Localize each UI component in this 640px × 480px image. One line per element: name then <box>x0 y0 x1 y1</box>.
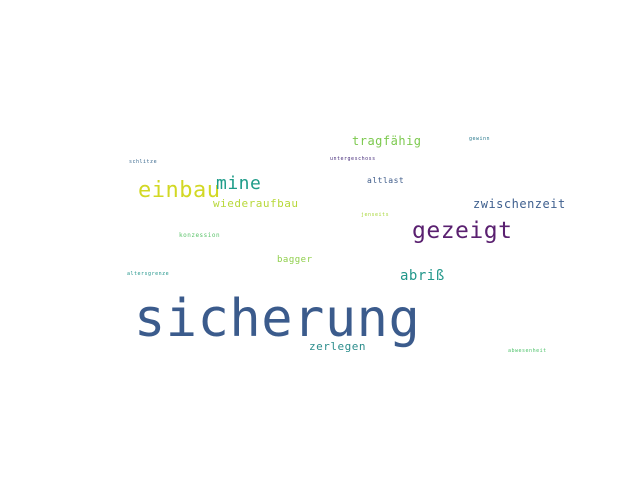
word-untergeschoss: untergeschoss <box>330 156 376 162</box>
word-gezeigt: gezeigt <box>412 218 513 244</box>
word-sicherung: sicherung <box>134 289 421 349</box>
word-altlast: altlast <box>367 176 405 185</box>
word-zerlegen: zerlegen <box>309 340 366 353</box>
word-jenseits: jenseits <box>361 212 390 218</box>
word-einbau: einbau <box>138 178 221 203</box>
word-mine: mine <box>216 173 262 194</box>
word-zwischenzeit: zwischenzeit <box>473 197 566 211</box>
word-konzession: konzession <box>179 232 221 239</box>
word-wiederaufbau: wiederaufbau <box>213 197 299 210</box>
word-abriss: abriß <box>400 268 445 284</box>
word-gewinn: gewinn <box>469 136 491 142</box>
word-schlitze: schlitze <box>129 159 158 165</box>
word-tragfaehig: tragfähig <box>352 134 422 148</box>
word-bagger: bagger <box>277 255 313 265</box>
word-abwesenheit: abwesenheit <box>508 348 547 354</box>
word-altersgrenze: altersgrenze <box>127 271 170 277</box>
